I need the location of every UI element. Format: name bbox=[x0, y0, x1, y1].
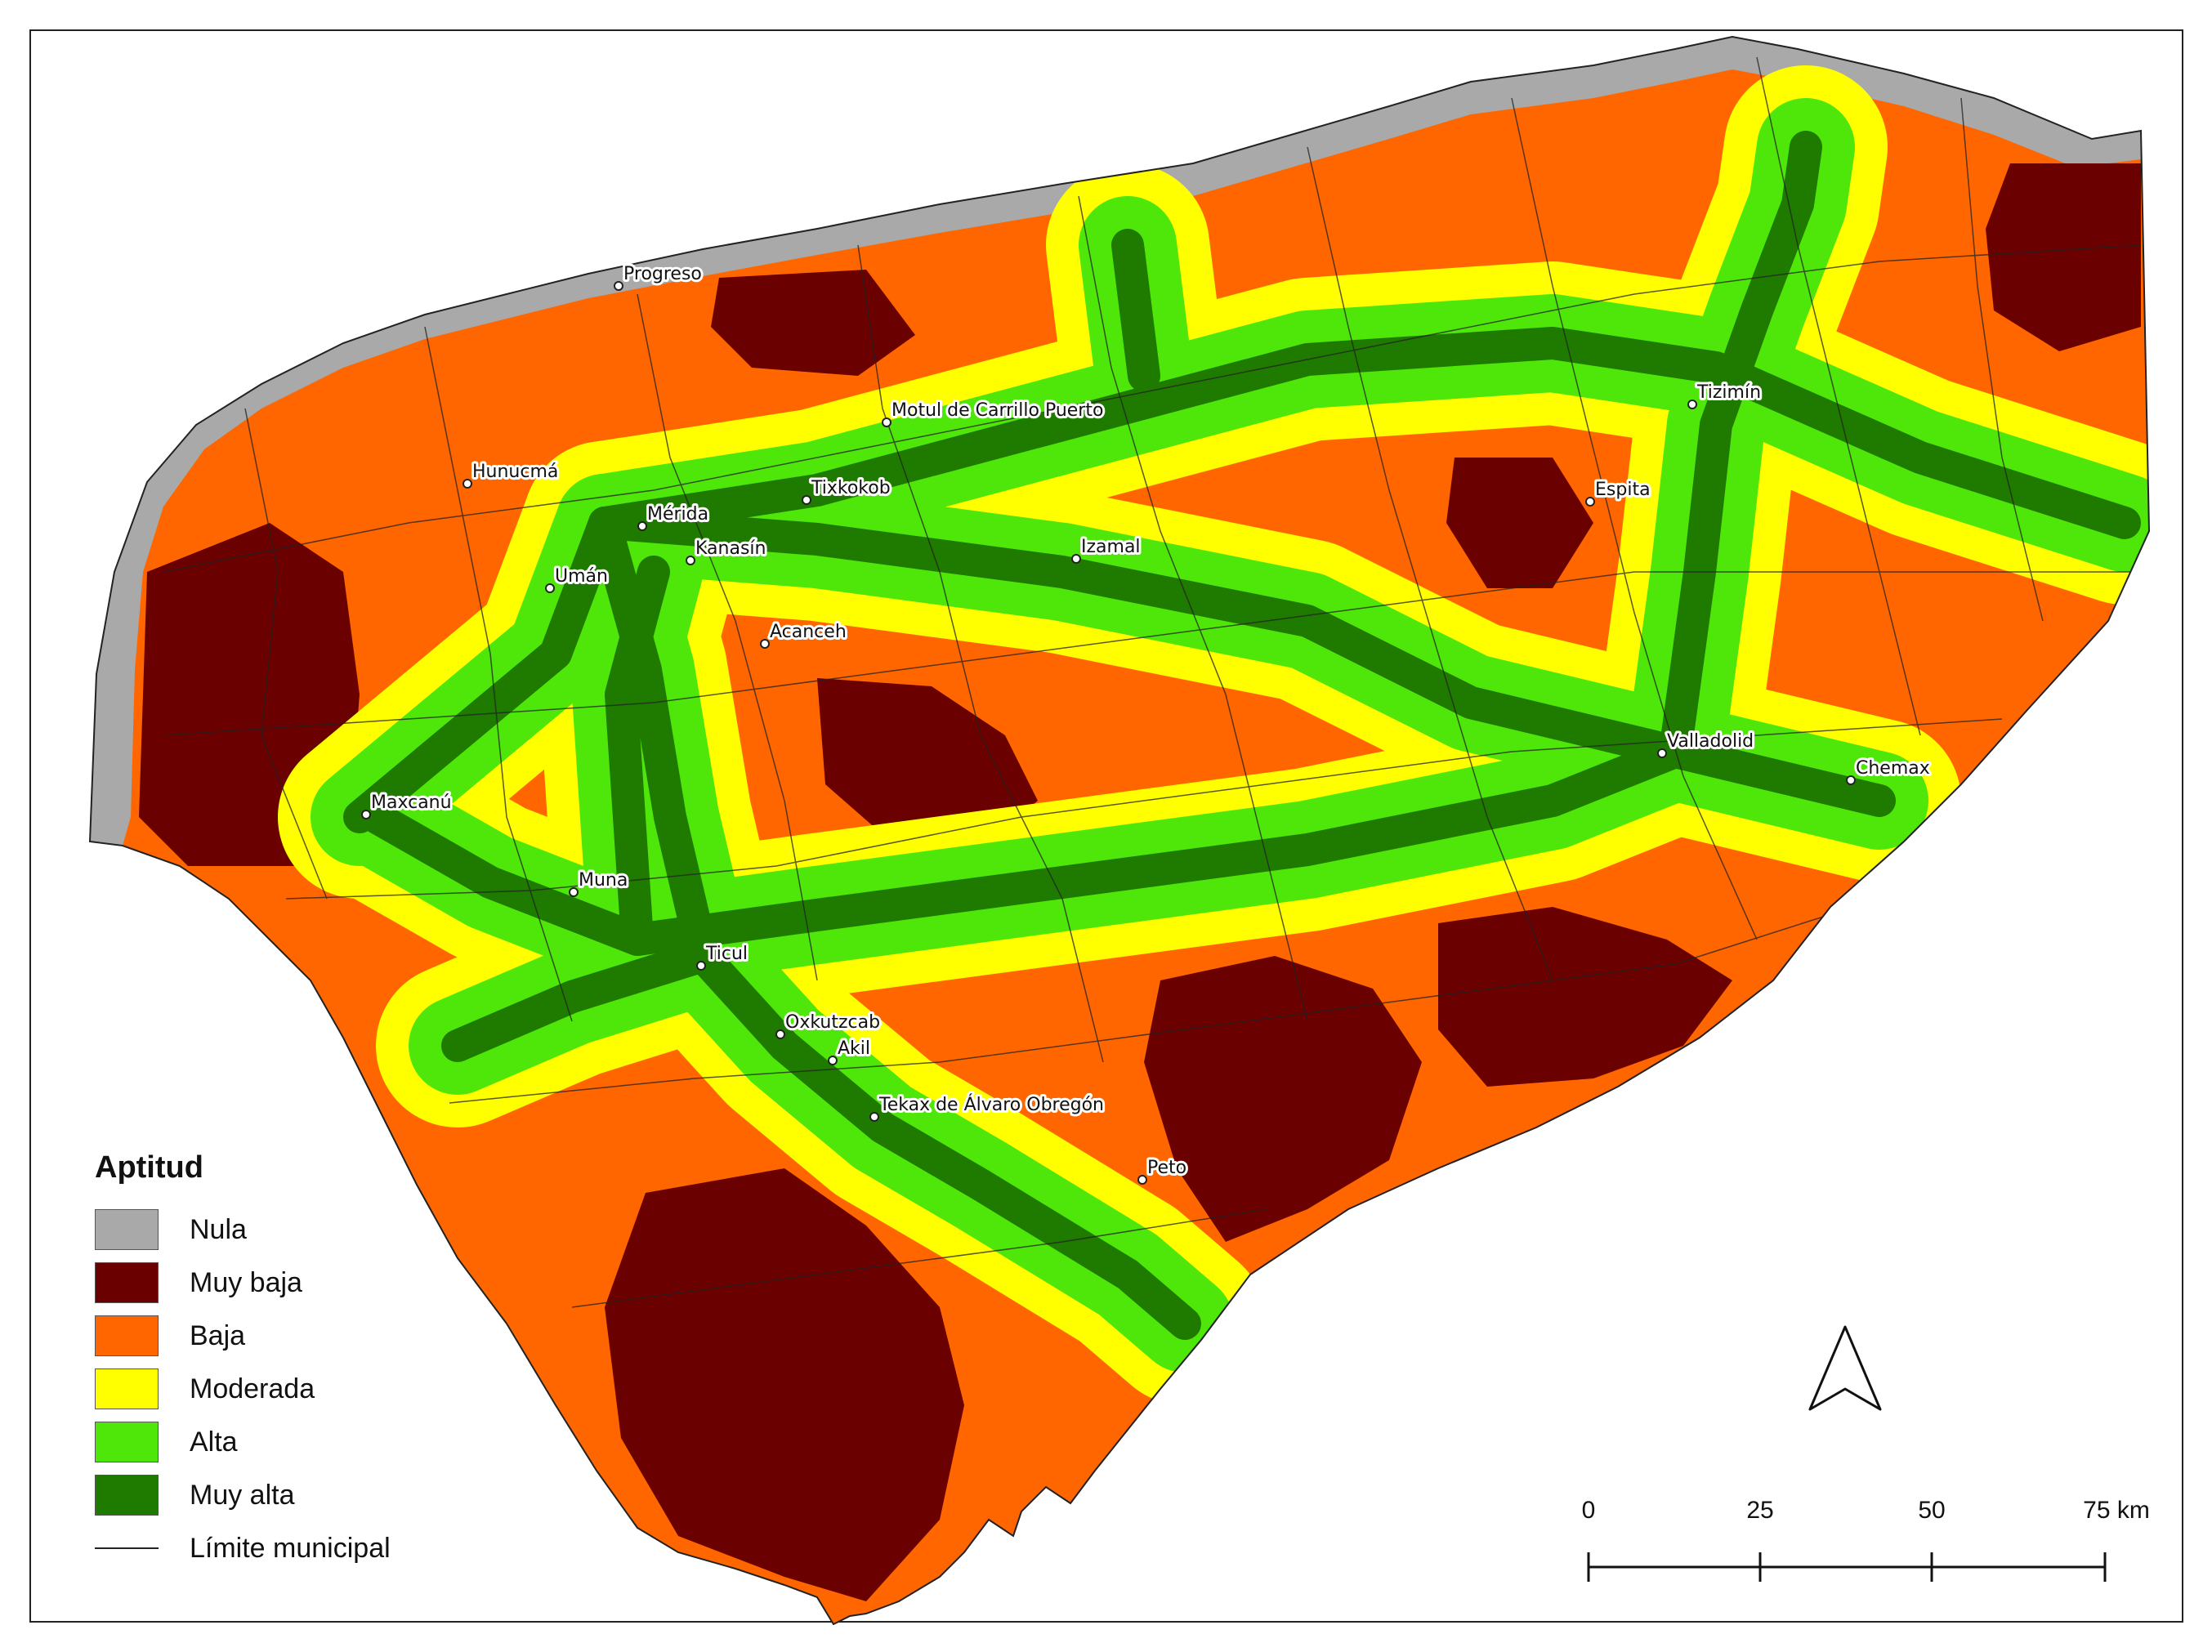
legend-line-boundary bbox=[95, 1547, 159, 1549]
city-label: Valladolid bbox=[1667, 731, 1754, 752]
muy-baja-zone-east bbox=[1986, 163, 2141, 351]
legend-item-muy-baja: Muy baja bbox=[95, 1262, 302, 1303]
legend-label: Moderada bbox=[190, 1373, 315, 1404]
city-label: Mérida bbox=[647, 504, 708, 525]
legend-label: Muy alta bbox=[190, 1479, 295, 1511]
city-marker bbox=[569, 887, 579, 897]
city-marker bbox=[760, 639, 770, 649]
city-label: Hunucmá bbox=[472, 462, 558, 482]
city-marker bbox=[1687, 400, 1697, 409]
city-label: Ticul bbox=[705, 944, 748, 964]
road-corridors bbox=[278, 65, 2149, 1405]
city-label: Kanasín bbox=[695, 538, 766, 559]
legend-item-muy-alta: Muy alta bbox=[95, 1475, 295, 1516]
city-marker bbox=[1071, 554, 1081, 564]
muy-baja-zone-espita bbox=[1446, 458, 1593, 588]
scale-label-50: 50 bbox=[1918, 1497, 1946, 1524]
legend-swatch-muy-alta bbox=[95, 1475, 159, 1516]
city-label: Tizimín bbox=[1696, 382, 1761, 403]
city-marker bbox=[1585, 497, 1595, 507]
city-label: Izamal bbox=[1081, 537, 1141, 557]
muy-baja-zone-north bbox=[711, 270, 915, 376]
city-marker bbox=[802, 495, 811, 505]
city-marker bbox=[775, 1029, 785, 1039]
city-marker bbox=[686, 556, 695, 565]
legend-label: Nula bbox=[190, 1213, 247, 1245]
muy-baja-zone-southeast bbox=[1438, 907, 1732, 1087]
legend-label: Muy baja bbox=[190, 1266, 302, 1298]
legend-item-baja: Baja bbox=[95, 1315, 245, 1356]
city-label: Maxcanú bbox=[371, 793, 452, 813]
legend-item-alta: Alta bbox=[95, 1422, 238, 1462]
legend-item-boundary: Límite municipal bbox=[95, 1528, 391, 1569]
city-marker bbox=[1137, 1175, 1147, 1185]
north-arrow-icon bbox=[1808, 1325, 1882, 1411]
city-marker bbox=[545, 583, 555, 593]
muy-baja-zone-peto bbox=[1144, 956, 1422, 1242]
legend-title: Aptitud bbox=[95, 1150, 203, 1185]
scale-bar bbox=[1587, 1552, 2107, 1582]
city-marker bbox=[828, 1056, 838, 1065]
city-label: Tixkokob bbox=[811, 478, 891, 498]
scale-label-25: 25 bbox=[1746, 1497, 1774, 1524]
city-marker bbox=[463, 479, 472, 489]
city-label: Umán bbox=[555, 566, 608, 587]
city-marker bbox=[1657, 748, 1667, 758]
legend-label: Límite municipal bbox=[190, 1532, 391, 1564]
city-label: Oxkutzcab bbox=[785, 1012, 880, 1033]
state-outline bbox=[88, 35, 2151, 1626]
legend-item-moderada: Moderada bbox=[95, 1368, 315, 1409]
city-label: Progreso bbox=[623, 264, 702, 284]
legend-item-nula: Nula bbox=[95, 1209, 247, 1250]
muy-baja-zone-south bbox=[605, 1168, 964, 1601]
city-label: Muna bbox=[579, 870, 628, 891]
city-markers: Progreso Hunucmá Mérida Tixkokob Motul de Ca… bbox=[361, 261, 1933, 1185]
city-label: Motul de Carrillo Puerto bbox=[892, 400, 1103, 421]
legend-swatch-nula bbox=[95, 1209, 159, 1250]
city-marker bbox=[614, 281, 623, 291]
scale-label-75: 75 km bbox=[2083, 1497, 2150, 1524]
city-marker bbox=[637, 521, 647, 531]
city-marker bbox=[696, 961, 706, 971]
city-label: Tekax de Álvaro Obregón bbox=[878, 1094, 1104, 1115]
city-marker bbox=[882, 417, 892, 427]
legend-label: Alta bbox=[190, 1426, 238, 1458]
city-label: Akil bbox=[838, 1038, 870, 1059]
municipal-boundaries bbox=[163, 56, 2142, 1308]
legend-swatch-muy-baja bbox=[95, 1262, 159, 1303]
city-marker bbox=[361, 810, 371, 819]
city-label: Espita bbox=[1595, 480, 1651, 500]
scale-label-0: 0 bbox=[1581, 1497, 1596, 1524]
muy-baja-zone-center bbox=[817, 678, 1038, 850]
city-marker bbox=[869, 1112, 879, 1122]
city-label: Peto bbox=[1147, 1158, 1186, 1178]
city-label: Acanceh bbox=[770, 622, 847, 642]
legend-swatch-baja bbox=[95, 1315, 159, 1356]
legend-swatch-alta bbox=[95, 1422, 159, 1462]
city-label: Chemax bbox=[1856, 758, 1930, 779]
city-marker bbox=[1846, 775, 1856, 785]
legend-swatch-moderada bbox=[95, 1368, 159, 1409]
legend-label: Baja bbox=[190, 1319, 246, 1351]
